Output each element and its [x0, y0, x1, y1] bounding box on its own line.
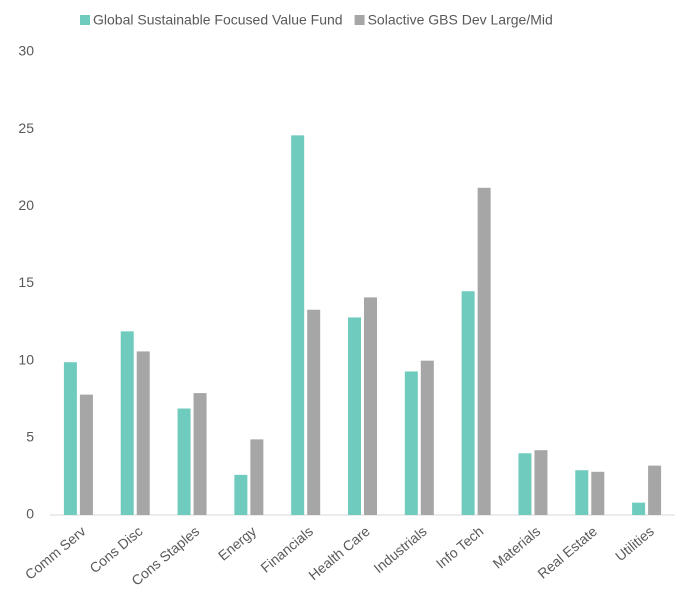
x-tick-label: Utilities	[612, 523, 657, 564]
y-tick-label: 30	[18, 43, 34, 59]
bar	[307, 309, 321, 515]
bar	[120, 331, 134, 515]
bar	[79, 394, 93, 515]
x-tick-label: Energy	[215, 523, 259, 564]
y-tick-label: 5	[26, 429, 34, 445]
bar	[477, 187, 491, 515]
bar	[177, 408, 191, 515]
x-tick-label: Info Tech	[433, 523, 487, 572]
bar	[575, 470, 589, 515]
y-tick-label: 20	[18, 197, 34, 213]
bar	[404, 371, 418, 515]
legend-swatch	[354, 15, 365, 25]
bar	[291, 135, 305, 515]
x-tick-label: Comm Serv	[22, 523, 89, 583]
y-tick-label: 0	[26, 506, 34, 522]
bar	[518, 453, 532, 515]
bar	[193, 393, 207, 515]
bar	[63, 362, 77, 515]
y-tick-label: 15	[18, 274, 34, 290]
bar	[136, 351, 150, 515]
x-tick-label: Health Care	[305, 523, 373, 583]
legend-label: Global Sustainable Focused Value Fund	[93, 12, 343, 28]
bar	[534, 450, 548, 515]
y-tick-label: 25	[18, 120, 34, 136]
bar	[250, 439, 264, 515]
y-tick-label: 10	[18, 351, 34, 367]
bar	[420, 360, 434, 515]
x-tick-label: Industrials	[370, 523, 429, 576]
bar	[364, 297, 377, 515]
legend-label: Solactive GBS Dev Large/Mid	[368, 12, 553, 28]
x-tick-label: Financials	[257, 523, 316, 576]
bar	[348, 317, 361, 515]
bar	[632, 502, 646, 515]
bar	[591, 471, 605, 515]
bar	[648, 465, 662, 515]
bar	[234, 474, 248, 515]
x-tick-label: Materials	[489, 523, 543, 572]
bar	[461, 291, 475, 515]
x-tick-label: Real Estate	[534, 523, 600, 582]
legend-swatch	[80, 15, 90, 25]
